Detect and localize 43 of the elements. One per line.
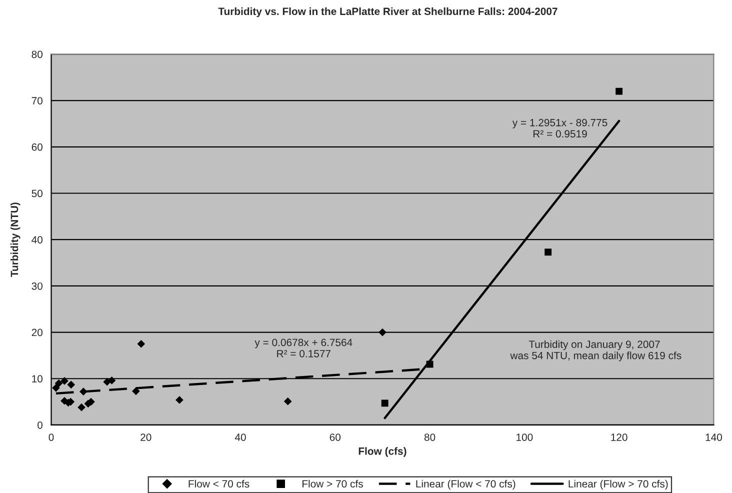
point — [284, 397, 292, 406]
y-tick-label: 30 — [32, 282, 42, 290]
x-tick-label: 140 — [706, 434, 722, 441]
y-axis-title: Turbidity (NTU) — [10, 202, 20, 277]
y-tick-label: 80 — [32, 50, 42, 58]
point — [616, 88, 623, 95]
x-tick-label: 80 — [424, 434, 436, 441]
point — [544, 248, 552, 256]
y-tick-label: 40 — [32, 236, 42, 244]
annotation: Turbidity on January 9, 2007 was 54 NTU, mean daily flow 619 cfs — [510, 340, 682, 362]
point — [426, 360, 434, 368]
x-axis-title: Flow (cfs) — [358, 447, 406, 457]
point — [67, 380, 76, 389]
chart-title: Turbidity vs. Flow in the LaPlatte River at Shelburne Falls: 2004-2007 — [218, 7, 558, 18]
point — [78, 403, 86, 412]
y-tick-label: 0 — [38, 421, 42, 429]
y-tick-label: 70 — [32, 97, 42, 104]
legend-label: Flow > 70 cfs — [302, 480, 363, 488]
point — [60, 377, 68, 385]
point — [54, 379, 63, 388]
point — [176, 396, 184, 404]
y-tick-label: 50 — [32, 190, 42, 198]
legend-label: Flow < 70 cfs — [188, 480, 250, 488]
point — [108, 376, 116, 384]
point — [132, 387, 140, 396]
x-tick-label: 20 — [140, 434, 152, 441]
y-tick-label: 20 — [32, 328, 42, 336]
point — [79, 388, 88, 396]
legend-label: Linear (Flow > 70 cfs) — [568, 480, 668, 490]
annotation: y = 1.2951x - 89.775 R² = 0.9519 — [512, 118, 608, 138]
point — [378, 328, 386, 336]
legend-label: Linear (Flow < 70 cfs) — [416, 480, 516, 490]
y-tick-label: 60 — [32, 143, 42, 151]
x-tick-label: 60 — [330, 434, 341, 441]
point — [137, 340, 146, 348]
y-tick-label: 10 — [32, 375, 42, 382]
x-tick-label: 0 — [48, 434, 54, 441]
x-tick-label: 100 — [516, 434, 533, 441]
annotation: y = 0.0678x + 6.7564 R² = 0.1577 — [254, 338, 352, 358]
point — [52, 384, 60, 392]
x-tick-label: 120 — [611, 434, 628, 441]
point — [381, 400, 388, 407]
x-tick-label: 40 — [234, 434, 246, 441]
